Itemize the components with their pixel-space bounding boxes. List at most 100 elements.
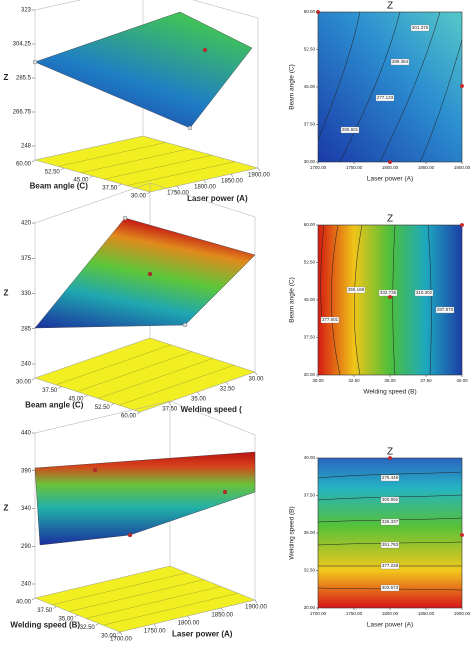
contour-line — [353, 224, 363, 376]
y-axis-label: Beam angle (C) — [289, 277, 296, 323]
y-tick-label: 60.00 — [16, 162, 32, 168]
y-tick — [84, 394, 88, 398]
design-point — [92, 467, 98, 473]
z-tick-label: 266.75 — [13, 110, 32, 116]
contour-label-box — [380, 518, 400, 526]
x-axis-label: Laser power (A) — [187, 194, 248, 203]
design-point — [122, 215, 128, 221]
contour-label: 332.735 — [380, 290, 397, 295]
contour-label-box — [346, 286, 366, 294]
contour-label-box — [435, 306, 455, 314]
floor-contour — [85, 586, 222, 619]
y-tick-label: 52.50 — [45, 170, 61, 176]
x-tick — [254, 371, 258, 376]
contour-label: 310.302 — [416, 290, 433, 295]
box-edge — [34, 182, 151, 224]
design-point — [460, 533, 464, 537]
x-tick-label: 1800.00 — [382, 165, 399, 170]
contour-line — [339, 11, 401, 163]
x-tick-label: 1900.00 — [245, 605, 267, 611]
y-tick — [118, 183, 122, 187]
contour-label-box — [380, 584, 400, 592]
x-tick — [257, 167, 261, 172]
x-axis-label: Welding speed (B) — [363, 389, 416, 396]
y-tick-label: 60.00 — [121, 414, 137, 420]
y-tick — [110, 403, 114, 406]
design-point — [182, 322, 188, 328]
floor-contour — [118, 365, 235, 406]
y-tick-label: 35.00 — [304, 530, 316, 535]
x-tick-label: 30.00 — [248, 377, 264, 383]
contour-label-box — [414, 289, 434, 297]
contour-line — [317, 471, 463, 479]
x-tick-label: 1700.00 — [310, 611, 327, 616]
y-tick — [53, 606, 57, 609]
contour-line — [320, 224, 325, 321]
y-tick-label: 35.00 — [58, 617, 74, 623]
y-tick — [31, 159, 36, 163]
contour-line — [331, 224, 341, 376]
x-tick-label: 1850.00 — [418, 611, 435, 616]
response-surface — [34, 11, 253, 129]
x-tick — [230, 173, 234, 178]
x-tick — [176, 185, 180, 190]
y-tick — [58, 386, 62, 389]
y-axis-label: Beam angle (C) — [25, 400, 84, 409]
contour-label-box — [320, 316, 340, 324]
x-tick-label: 30.00 — [312, 378, 324, 383]
surface-panel: 240 285 330 375 420 Z 30.00 37.50 45.00 52.50 60.0… — [4, 182, 264, 420]
contour-line — [317, 11, 361, 141]
contour-label: 351.783 — [382, 542, 399, 547]
x-tick-label: 32.50 — [220, 387, 236, 393]
z-tick-label: 323 — [21, 8, 32, 14]
z-tick-label: 330 — [21, 291, 32, 297]
z-tick-label: 420 — [21, 221, 32, 227]
z-tick-label: 440 — [21, 431, 32, 437]
contour-label-box — [375, 94, 395, 102]
y-tick-label: 30.00 — [304, 159, 316, 164]
floor-contour — [57, 142, 167, 167]
response-surface — [34, 217, 256, 329]
contour-label: 265.601 — [342, 127, 359, 132]
contour-label: 275.448 — [382, 475, 399, 480]
y-tick-label: 37.50 — [304, 493, 316, 498]
y-tick-label: 52.50 — [95, 405, 111, 411]
y-tick-label: 37.50 — [42, 388, 58, 394]
x-tick-label: 1900.00 — [248, 173, 270, 179]
contour-label: 287.870 — [437, 307, 454, 312]
x-tick-label: 1750.00 — [144, 629, 166, 635]
contour-label: 402.673 — [382, 585, 399, 590]
contour-label: 377.601 — [322, 317, 339, 322]
contour-line — [392, 224, 396, 376]
x-tick-label: 1700.00 — [110, 637, 132, 643]
y-tick — [95, 623, 99, 626]
y-tick-label: 32.50 — [80, 625, 96, 631]
y-tick-label: 45.00 — [73, 178, 89, 184]
z-tick-label: 285.5 — [16, 76, 32, 82]
x-tick-label: 1750.00 — [346, 165, 363, 170]
y-tick-label: 30.00 — [304, 605, 316, 610]
y-tick-label: 30.00 — [131, 194, 147, 200]
chart-title: Z — [387, 214, 393, 225]
floor-contour — [126, 161, 236, 186]
box-edge — [149, 182, 256, 218]
floor-contour — [68, 579, 205, 612]
contour-label: 377.228 — [382, 563, 399, 568]
x-tick-label: 1850.00 — [221, 179, 243, 185]
surface-panel: 240 290 340 390 440 Z 40.00 37.50 35.00 32.50 30.0… — [4, 400, 268, 643]
x-tick-label: 1750.00 — [346, 611, 363, 616]
x-tick-label: 1850.00 — [211, 613, 233, 619]
contour-line — [427, 224, 432, 376]
y-tick-label: 52.50 — [304, 47, 316, 52]
contour-label-box — [410, 24, 430, 32]
x-tick — [226, 381, 229, 386]
box-edge — [34, 400, 171, 434]
floor-contour — [102, 593, 239, 626]
y-axis-label: Beam angle (C) — [30, 182, 89, 191]
y-axis-label: Beam angle (C) — [289, 64, 296, 110]
z-tick-label: 390 — [21, 468, 32, 474]
y-tick-label: 37.50 — [304, 122, 316, 127]
floor-contour — [80, 148, 190, 173]
design-point — [32, 59, 38, 65]
